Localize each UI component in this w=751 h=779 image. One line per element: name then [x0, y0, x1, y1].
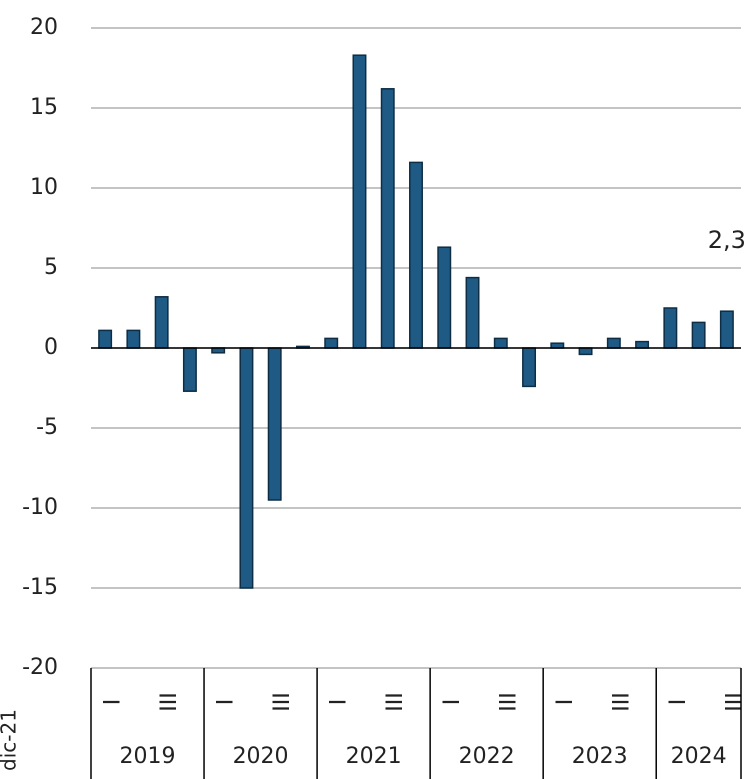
y-tick-label: 5	[44, 255, 58, 280]
x-tick-label: III	[606, 692, 631, 711]
y-tick-label: 15	[30, 95, 58, 120]
group-label: 2020	[233, 744, 289, 769]
group-label: 2022	[459, 744, 515, 769]
bar	[635, 340, 650, 349]
bar	[126, 329, 141, 349]
bar	[409, 161, 423, 349]
x-tick-label: I	[549, 699, 574, 706]
bar	[522, 347, 537, 388]
bar	[324, 337, 339, 349]
y-tick-label: -5	[36, 415, 58, 440]
bar	[606, 337, 621, 349]
group-label: 2019	[120, 744, 176, 769]
bar	[182, 347, 197, 392]
bar	[239, 347, 254, 589]
bar	[267, 347, 282, 501]
group-label: 2024	[671, 744, 727, 769]
bar	[380, 88, 395, 349]
y-tick-label: -20	[22, 655, 58, 680]
x-tick-label: I	[97, 699, 122, 706]
y-tick-label: 20	[30, 15, 58, 40]
y-tick-label: 0	[44, 335, 58, 360]
x-tick-label: I	[210, 699, 235, 706]
x-tick-label: III	[380, 692, 405, 711]
bar	[719, 310, 734, 349]
x-tick-label: III	[267, 692, 292, 711]
x-tick-label: III	[493, 692, 518, 711]
bar	[493, 337, 508, 349]
bar	[154, 296, 169, 349]
bar	[578, 347, 593, 356]
bar	[98, 329, 113, 349]
bar	[437, 246, 452, 349]
data-label: 2,3	[708, 226, 746, 254]
bar	[352, 54, 367, 349]
x-tick-label: I	[436, 699, 461, 706]
group-label: 2021	[346, 744, 402, 769]
x-tick-label: III	[154, 692, 179, 711]
side-label: dic-21	[0, 709, 21, 771]
x-tick-label: I	[662, 699, 687, 706]
bar	[465, 276, 480, 349]
group-label: 2023	[572, 744, 628, 769]
y-tick-label: -15	[22, 575, 58, 600]
y-tick-label: 10	[30, 175, 58, 200]
x-tick-label: III	[719, 692, 744, 711]
y-tick-label: -10	[22, 495, 58, 520]
bar	[663, 307, 678, 349]
bar	[691, 321, 706, 349]
x-tick-label: I	[323, 699, 348, 706]
